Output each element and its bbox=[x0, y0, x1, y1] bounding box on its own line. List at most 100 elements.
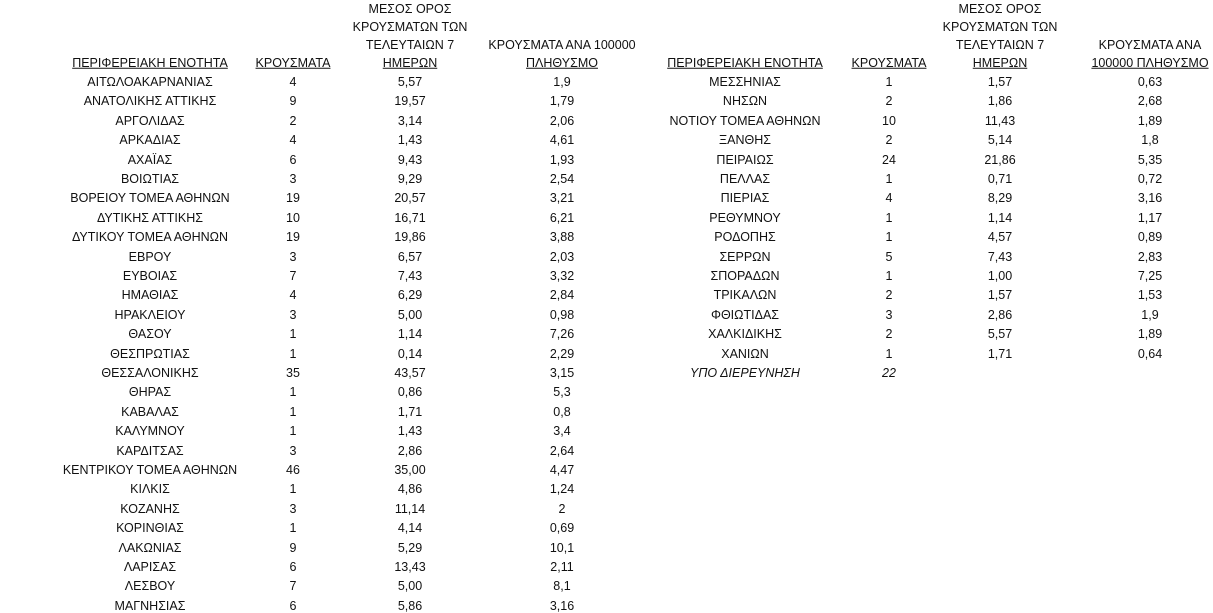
footer-cell: 22 bbox=[882, 365, 896, 380]
table-cell: 10 bbox=[882, 113, 896, 128]
header-cell: ΜΕΣΟΣ ΟΡΟΣ bbox=[368, 1, 452, 16]
table-cell: 1 bbox=[885, 210, 893, 225]
table-cell: 46 bbox=[286, 462, 300, 477]
table-cell: 2 bbox=[885, 132, 893, 147]
table-cell: 9,29 bbox=[397, 171, 423, 186]
table-cell: 2 bbox=[885, 326, 893, 341]
table-cell: 16,71 bbox=[394, 210, 426, 225]
table-cell: 7 bbox=[289, 268, 297, 283]
header-cell: ΚΡΟΥΣΜΑΤΑ ΑΝΑ 100000 bbox=[488, 37, 636, 52]
region-name: ΚΟΖΑΝΗΣ bbox=[120, 501, 180, 516]
table-cell: 1,57 bbox=[987, 288, 1013, 303]
table-cell: 35 bbox=[286, 365, 300, 380]
table-cell: 10 bbox=[286, 210, 300, 225]
region-name: ΡΕΘΥΜΝΟΥ bbox=[709, 210, 781, 225]
table-cell: 3 bbox=[289, 171, 297, 186]
region-name: ΠΙΕΡΙΑΣ bbox=[720, 191, 770, 206]
table-cell: 6 bbox=[289, 152, 297, 167]
table-cell: 2 bbox=[289, 113, 297, 128]
table-cell: 0,71 bbox=[987, 171, 1013, 186]
table-cell: 3 bbox=[885, 307, 893, 322]
region-name: ΛΕΣΒΟΥ bbox=[124, 579, 176, 594]
table-cell: 2,86 bbox=[987, 307, 1013, 322]
table-cell: 20,57 bbox=[394, 191, 426, 206]
table-cell: 1,53 bbox=[1137, 288, 1163, 303]
table-cell: 6,21 bbox=[549, 210, 575, 225]
header-cell: ΤΕΛΕΥΤΑΙΩΝ 7 bbox=[955, 37, 1045, 52]
region-name: ΕΒΡΟΥ bbox=[128, 249, 172, 264]
table-cell: 1,00 bbox=[987, 268, 1013, 283]
table-cell: 6,29 bbox=[397, 288, 423, 303]
region-name: ΑΡΚΑΔΙΑΣ bbox=[119, 132, 181, 147]
table-cell: 5,57 bbox=[397, 74, 423, 89]
table-cell: 35,00 bbox=[394, 462, 426, 477]
table-cell: 1 bbox=[289, 326, 297, 341]
region-name: ΘΕΣΠΡΩΤΙΑΣ bbox=[110, 346, 190, 361]
table-cell: 4 bbox=[885, 191, 893, 206]
table-cell: 4,57 bbox=[987, 229, 1013, 244]
region-name: ΣΠΟΡΑΔΩΝ bbox=[710, 268, 780, 283]
region-name: ΡΟΔΟΠΗΣ bbox=[714, 229, 776, 244]
region-name: ΣΕΡΡΩΝ bbox=[719, 249, 771, 264]
table-cell: 4,61 bbox=[549, 132, 575, 147]
table-cell: 5,86 bbox=[397, 598, 423, 613]
table-cell: 3 bbox=[289, 249, 297, 264]
region-name: ΝΗΣΩΝ bbox=[722, 94, 768, 109]
region-name: ΧΑΝΙΩΝ bbox=[721, 346, 769, 361]
region-name: ΒΟΙΩΤΙΑΣ bbox=[120, 171, 180, 186]
region-name: ΕΥΒΟΙΑΣ bbox=[122, 268, 178, 283]
region-name: ΑΝΑΤΟΛΙΚΗΣ ΑΤΤΙΚΗΣ bbox=[83, 94, 217, 109]
region-name: ΜΕΣΣΗΝΙΑΣ bbox=[709, 74, 781, 89]
table-cell: 43,57 bbox=[394, 365, 426, 380]
table-cell: 6,57 bbox=[397, 249, 423, 264]
header-cell: ΚΡΟΥΣΜΑΤΩΝ ΤΩΝ bbox=[942, 19, 1058, 34]
region-name: ΘΕΣΣΑΛΟΝΙΚΗΣ bbox=[101, 365, 199, 380]
table-cell: 5,14 bbox=[987, 132, 1013, 147]
table-cell: 9 bbox=[289, 94, 297, 109]
table-cell: 2,64 bbox=[549, 443, 575, 458]
table-cell: 19,57 bbox=[394, 94, 426, 109]
region-name: ΒΟΡΕΙΟΥ ΤΟΜΕΑ ΑΘΗΝΩΝ bbox=[70, 191, 230, 206]
table-cell: 6 bbox=[289, 598, 297, 613]
region-name: ΞΑΝΘΗΣ bbox=[719, 132, 771, 147]
table-cell: 3,32 bbox=[549, 268, 575, 283]
table-cell: 9,43 bbox=[397, 152, 423, 167]
header-cell: ΚΡΟΥΣΜΑΤΑ bbox=[851, 55, 927, 70]
table-cell: 0,63 bbox=[1137, 74, 1163, 89]
table-cell: 8,29 bbox=[987, 191, 1013, 206]
table-cell: 3,16 bbox=[1137, 191, 1163, 206]
table-cell: 3,14 bbox=[397, 113, 423, 128]
table-cell: 4,47 bbox=[549, 462, 575, 477]
table-cell: 10,1 bbox=[549, 540, 575, 555]
table-cell: 9 bbox=[289, 540, 297, 555]
region-name: ΚΟΡΙΝΘΙΑΣ bbox=[116, 520, 184, 535]
table-cell: 1 bbox=[885, 171, 893, 186]
table-cell: 13,43 bbox=[394, 559, 426, 574]
table-cell: 1 bbox=[885, 346, 893, 361]
table-cell: 0,8 bbox=[553, 404, 571, 419]
table-cell: 19 bbox=[286, 229, 300, 244]
table-cell: 1 bbox=[289, 404, 297, 419]
table-cell: 1 bbox=[885, 229, 893, 244]
table-cell: 7,43 bbox=[987, 249, 1013, 264]
region-name: ΜΑΓΝΗΣΙΑΣ bbox=[114, 598, 186, 613]
table-cell: 2,86 bbox=[397, 443, 423, 458]
table-cell: 19 bbox=[286, 191, 300, 206]
table-cell: 3,15 bbox=[549, 365, 575, 380]
table-cell: 4 bbox=[289, 74, 297, 89]
header-cell: 100000 ΠΛΗΘΥΣΜΟ bbox=[1091, 55, 1209, 70]
header-cell: ΠΕΡΙΦΕΡΕΙΑΚΗ ΕΝΟΤΗΤΑ bbox=[72, 55, 228, 70]
table-cell: 1 bbox=[289, 346, 297, 361]
footer-cell: ΥΠΟ ΔΙΕΡΕΥΝΗΣΗ bbox=[690, 365, 800, 380]
table-cell: 2,84 bbox=[549, 288, 575, 303]
table-cell: 5,57 bbox=[987, 326, 1013, 341]
table-cell: 8,1 bbox=[553, 579, 571, 594]
table-cell: 1,8 bbox=[1141, 132, 1159, 147]
table-cell: 7,26 bbox=[549, 326, 575, 341]
table-cell: 1,9 bbox=[1141, 307, 1159, 322]
region-name: ΛΑΚΩΝΙΑΣ bbox=[118, 540, 182, 555]
table-cell: 5 bbox=[885, 249, 893, 264]
table-cell: 1,89 bbox=[1137, 326, 1163, 341]
table-cell: 0,86 bbox=[397, 385, 423, 400]
